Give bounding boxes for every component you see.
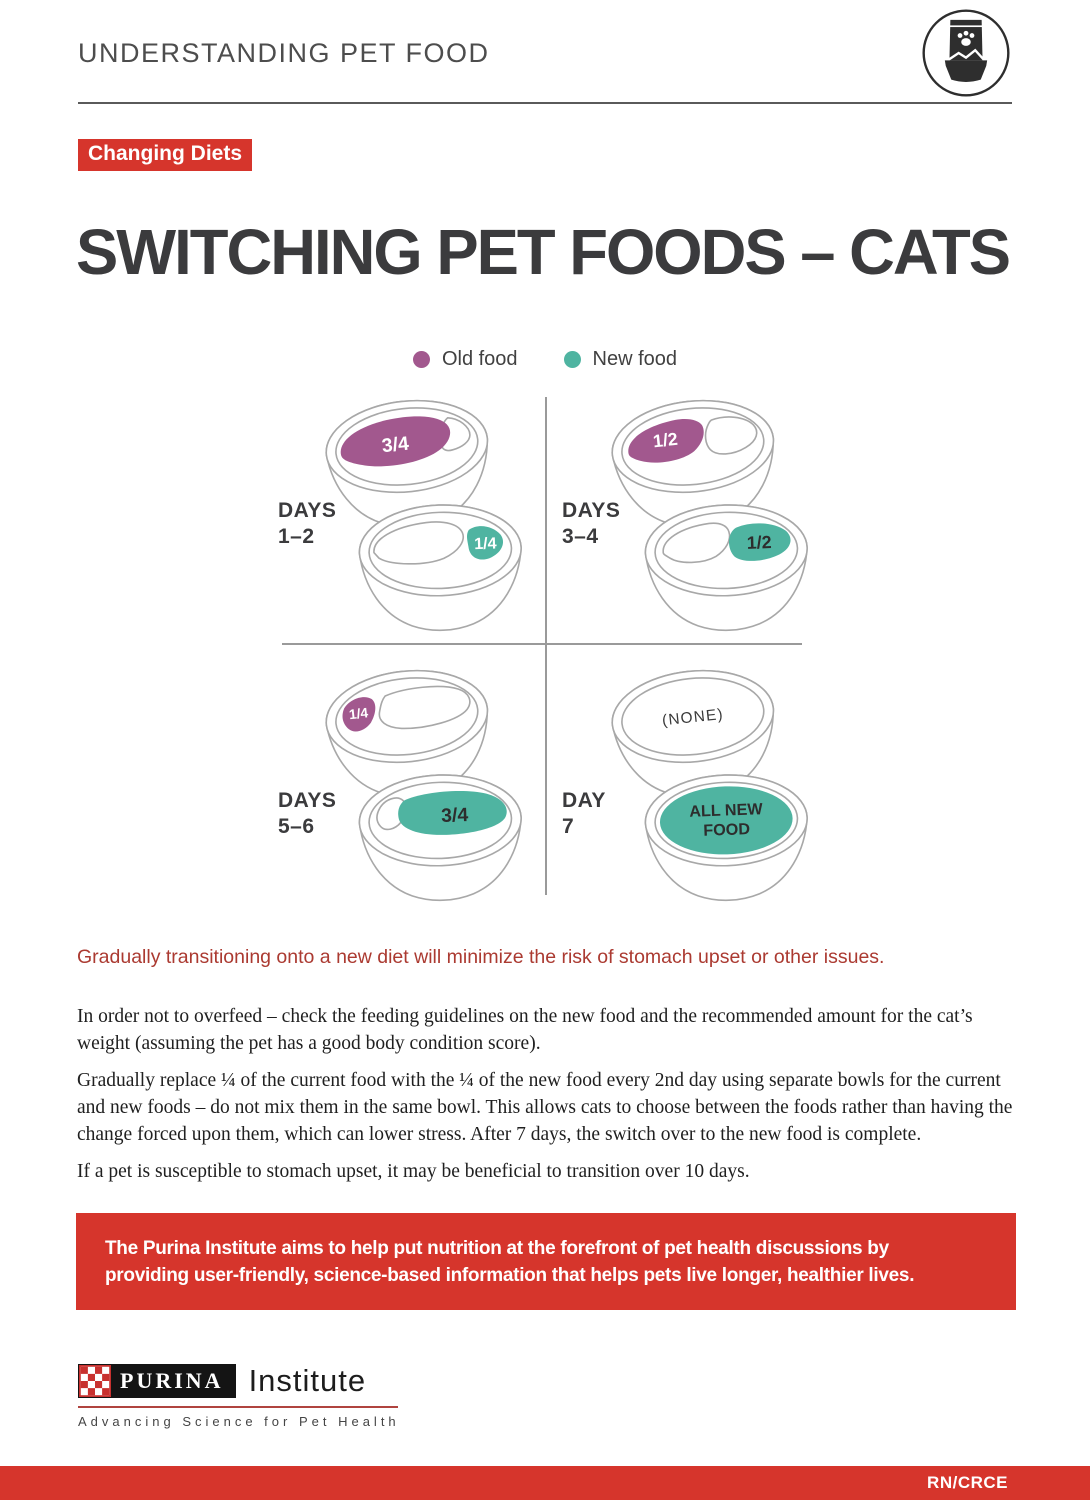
new-food-portion	[659, 786, 793, 855]
footer-code: RN/CRCE	[927, 1473, 1008, 1492]
logo-divider	[78, 1406, 398, 1408]
section-badge: Changing Diets	[78, 139, 253, 171]
legend-item-old-food: Old food	[412, 348, 518, 371]
purina-institute-logo: PURINA Institute Advancing Science for P…	[78, 1363, 400, 1429]
purina-wordmark: PURINA	[78, 1364, 236, 1398]
old-food-dot-icon	[412, 351, 430, 368]
label-days-5-6: DAYS 5–6	[278, 789, 337, 839]
brand-suffix: Institute	[248, 1363, 367, 1398]
bowl-old-food-day-7: (NONE)	[611, 669, 775, 798]
bowl-new-food-day-7: ALL NEW FOOD	[644, 774, 808, 902]
new-food-dot-icon	[563, 351, 581, 368]
portion-label-line1: ALL NEW	[689, 800, 764, 821]
divider-vertical	[545, 397, 547, 895]
label-days-3-4: DAYS 3–4	[562, 499, 621, 549]
mission-line-1: The Purina Institute aims to help put nu…	[105, 1238, 889, 1259]
bowl-new-food-days-5-6: 3/4	[358, 774, 522, 902]
portion-label: 1/2	[652, 429, 679, 451]
body-copy: In order not to overfeed – check the fee…	[77, 1003, 1018, 1195]
callout-text: Gradually transitioning onto a new diet …	[77, 946, 885, 968]
legend: Old food New food	[0, 348, 1090, 371]
header-title: UNDERSTANDING PET FOOD	[78, 38, 490, 68]
portion-label: 1/4	[474, 534, 497, 553]
portion-label-line2: FOOD	[703, 820, 750, 840]
paragraph-1: In order not to overfeed – check the fee…	[77, 1006, 973, 1054]
portion-label: 1/2	[746, 532, 772, 553]
legend-label-new: New food	[592, 348, 678, 370]
bowl-new-food-days-1-2: 1/4	[358, 504, 522, 632]
portion-label: 1/4	[348, 705, 369, 722]
portion-label: 3/4	[441, 804, 469, 827]
new-food-portion	[467, 526, 503, 560]
portion-label: (NONE)	[661, 706, 724, 729]
bowl-old-food-days-1-2: 3/4	[325, 399, 489, 528]
page-title: SWITCHING PET FOODS – CATS	[76, 216, 1011, 288]
pet-food-bag-and-bowl-icon	[922, 9, 1010, 97]
bowl-old-food-days-5-6: 1/4	[325, 669, 489, 798]
mission-line-2: providing user-friendly, science-based i…	[105, 1265, 915, 1286]
paragraph-2: Gradually replace ¼ of the current food …	[77, 1070, 1013, 1145]
divider-horizontal	[282, 643, 802, 645]
brand-name: PURINA	[120, 1368, 224, 1393]
label-days-1-2: DAYS 1–2	[278, 499, 337, 549]
paragraph-3: If a pet is susceptible to stomach upset…	[77, 1161, 750, 1182]
purina-checkerboard-icon	[79, 1365, 111, 1397]
old-food-portion	[628, 419, 704, 463]
old-food-portion	[342, 697, 376, 732]
old-food-portion	[340, 416, 451, 467]
portion-label: 3/4	[381, 433, 410, 458]
purina-mission-box: The Purina Institute aims to help put nu…	[76, 1213, 1016, 1310]
new-food-portion	[398, 791, 507, 835]
header-divider	[78, 102, 1012, 104]
label-day-7: DAY 7	[562, 789, 606, 839]
logo-tagline: Advancing Science for Pet Health	[78, 1414, 400, 1429]
bowl-new-food-days-3-4: 1/2	[644, 504, 808, 632]
bowl-old-food-days-3-4: 1/2	[611, 399, 775, 528]
legend-label-old: Old food	[441, 348, 518, 370]
legend-item-new-food: New food	[563, 348, 678, 371]
footer-bar: RN/CRCE	[0, 1466, 1090, 1500]
new-food-portion	[728, 523, 791, 561]
